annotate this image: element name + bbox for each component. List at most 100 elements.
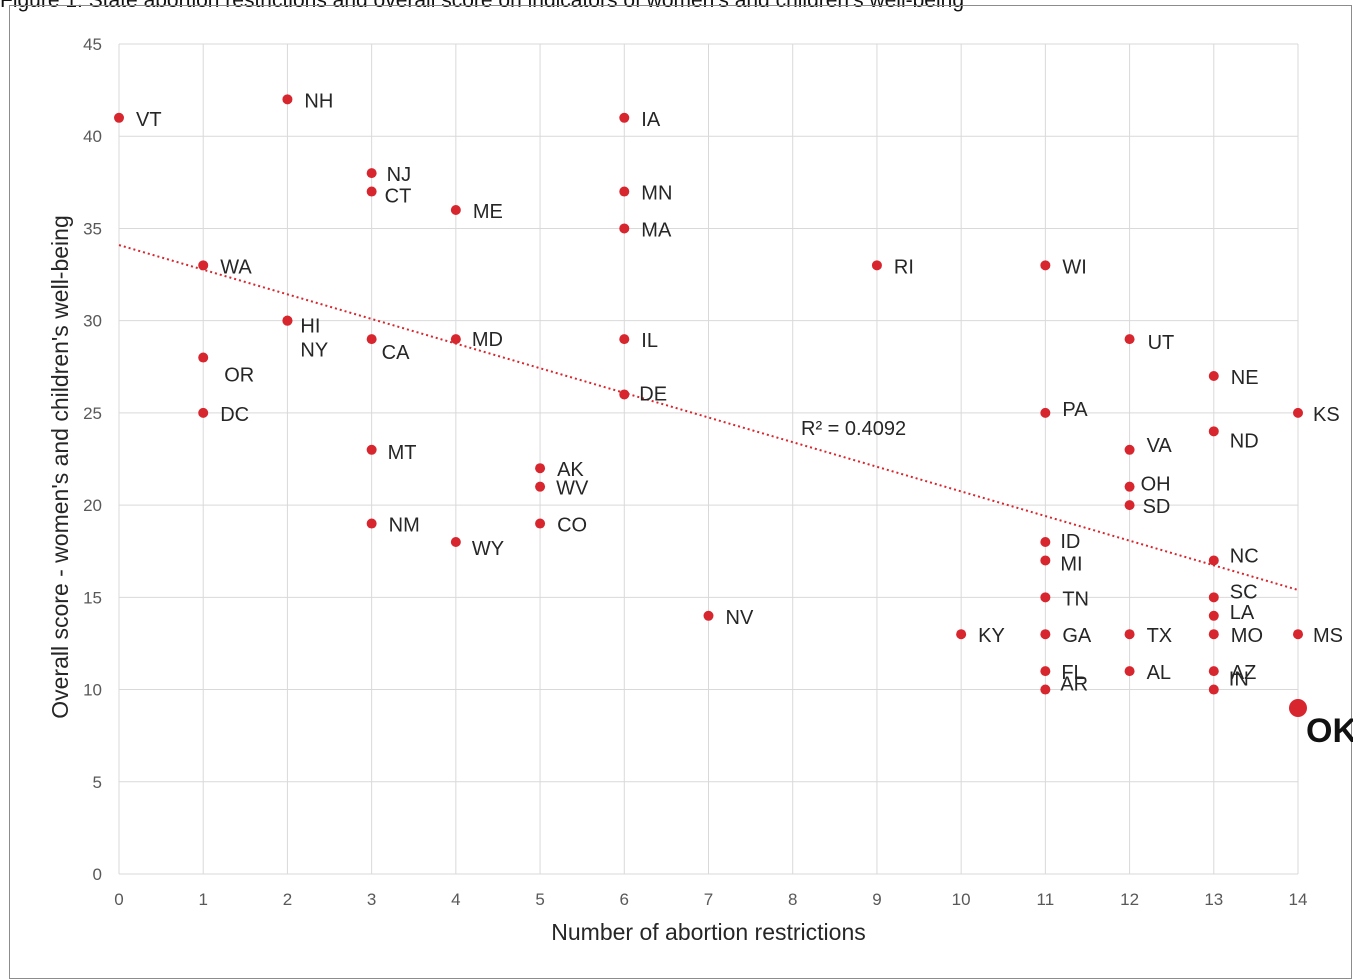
data-point-fl: [1040, 666, 1051, 677]
point-label-ut: UT: [1148, 332, 1175, 354]
data-point-ne: [1208, 371, 1219, 381]
y-tick-label: 40: [83, 127, 102, 146]
data-point-nm: [366, 518, 377, 529]
x-tick-label: 12: [1120, 890, 1139, 909]
point-label-nd: ND: [1230, 430, 1259, 452]
data-point-nd: [1208, 426, 1219, 437]
point-label-pa: PA: [1062, 399, 1088, 421]
point-label-ca: CA: [382, 342, 410, 364]
trendline-group: R² = 0.4092: [118, 244, 1299, 591]
point-label-fl: FL: [1061, 662, 1084, 684]
y-tick-label: 25: [83, 404, 102, 423]
data-point-md: [450, 334, 461, 345]
data-point-ca: [366, 334, 377, 345]
data-point-la: [1208, 610, 1219, 621]
data-point-de: [619, 389, 630, 400]
x-tick-label: 10: [952, 890, 971, 909]
y-tick-label: 5: [93, 773, 102, 792]
point-label-in: IN: [1229, 669, 1249, 691]
data-point-wi: [1040, 260, 1051, 271]
point-label-va: VA: [1147, 435, 1173, 457]
data-point-wv: [535, 481, 546, 492]
data-point-mn: [619, 186, 630, 197]
data-point-va: [1124, 444, 1135, 455]
point-label-mo: MO: [1231, 625, 1263, 647]
point-label-de: DE: [639, 383, 667, 405]
x-tick-label: 3: [367, 890, 376, 909]
y-tick-label: 10: [83, 681, 102, 700]
point-label-mt: MT: [388, 442, 417, 464]
data-point-sc: [1208, 592, 1219, 603]
point-label-or: OR: [224, 365, 254, 387]
data-point-sd: [1124, 500, 1135, 511]
point-label-ct: CT: [385, 186, 412, 208]
x-tick-label: 7: [704, 890, 713, 909]
data-point-az: [1208, 666, 1219, 677]
x-tick-label: 6: [620, 890, 629, 909]
y-tick-label: 15: [83, 588, 102, 607]
point-label-nj: NJ: [387, 164, 411, 186]
data-point-vt: [114, 112, 124, 123]
point-label-sc: SC: [1230, 581, 1258, 603]
data-point-mo: [1208, 629, 1219, 640]
chart-frame: [9, 5, 1352, 979]
data-point-ut: [1124, 334, 1135, 345]
x-tick-label: 4: [451, 890, 460, 909]
data-point-mt: [366, 444, 377, 455]
y-tick-label: 0: [93, 865, 102, 884]
point-label-ri: RI: [894, 256, 914, 278]
data-point-al: [1124, 666, 1135, 677]
point-label-co: CO: [557, 515, 587, 537]
data-point-mi: [1040, 555, 1051, 566]
data-point-tx: [1124, 629, 1135, 640]
data-point-ga: [1040, 629, 1051, 640]
point-label-ak: AK: [557, 459, 584, 481]
point-label-la: LA: [1230, 602, 1255, 624]
data-point-ak: [535, 463, 546, 474]
data-point-ri: [871, 260, 882, 271]
x-tick-label: 1: [198, 890, 207, 909]
point-label-ne: NE: [1231, 367, 1259, 389]
y-tick-label: 20: [83, 496, 102, 515]
point-label-ny: NY: [300, 340, 328, 362]
point-label-nh: NH: [304, 90, 333, 112]
figure-title: Figure 1: State abortion restrictions an…: [0, 0, 965, 12]
x-tick-label: 11: [1037, 890, 1055, 909]
x-tick-label: 14: [1289, 890, 1308, 909]
point-label-az: AZ: [1231, 662, 1257, 684]
grid-lines: [118, 43, 1299, 875]
x-tick-label: 9: [872, 890, 881, 909]
point-label-ks: KS: [1313, 404, 1340, 426]
point-label-il: IL: [641, 330, 658, 352]
data-point-ma: [619, 223, 630, 234]
x-tick-label: 8: [788, 890, 797, 909]
data-point-pa: [1040, 407, 1051, 418]
data-point-co: [535, 518, 546, 529]
point-label-ky: KY: [978, 625, 1005, 647]
y-tick-label: 30: [83, 312, 102, 331]
data-point-ct: [366, 186, 377, 197]
point-label-sd: SD: [1143, 496, 1171, 518]
data-point-id: [1040, 537, 1051, 547]
data-point-me: [450, 205, 461, 215]
data-point-wa: [198, 260, 209, 271]
x-tick-label: 5: [535, 890, 544, 909]
point-label-al: AL: [1147, 662, 1171, 684]
point-label-wv: WV: [556, 478, 589, 500]
data-point-ky: [956, 629, 967, 640]
x-axis-title: Number of abortion restrictions: [551, 919, 865, 945]
point-label-mi: MI: [1060, 553, 1082, 575]
point-label-vt: VT: [136, 109, 162, 131]
data-point-ar: [1040, 684, 1051, 695]
data-point-dc: [198, 407, 209, 418]
point-label-wa: WA: [220, 256, 252, 278]
point-label-ok: OK: [1306, 712, 1353, 750]
y-tick-label: 45: [83, 35, 102, 54]
point-label-mn: MN: [641, 183, 672, 205]
r-squared-label: R² = 0.4092: [801, 418, 906, 440]
point-label-me: ME: [473, 201, 503, 223]
point-label-wi: WI: [1062, 256, 1086, 278]
point-label-nc: NC: [1230, 545, 1259, 567]
data-point-il: [619, 334, 630, 345]
